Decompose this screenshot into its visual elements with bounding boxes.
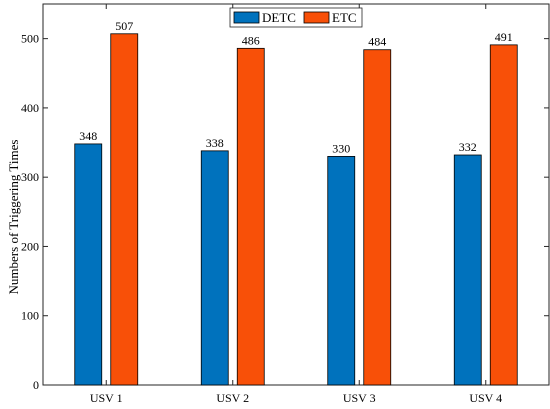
data-label: 332 <box>459 140 477 154</box>
y-axis-label: Numbers of Triggering Times <box>6 140 21 295</box>
y-tick-label: 0 <box>33 378 39 392</box>
x-tick-label: USV 1 <box>90 391 123 405</box>
data-label: 486 <box>242 33 260 47</box>
bar-etc-2 <box>236 47 265 386</box>
x-tick-label: USV 4 <box>469 391 502 405</box>
bar-etc-4 <box>489 44 518 386</box>
y-tick-label: 200 <box>21 239 39 253</box>
legend-label-etc: ETC <box>332 10 357 25</box>
axes: 0 100 200 300 400 500 USV 1 USV 2 USV 3 USV 4 <box>21 3 550 405</box>
x-tick-label: USV 2 <box>216 391 249 405</box>
legend-swatch-etc <box>303 11 330 24</box>
bar-etc-1 <box>110 33 139 386</box>
bar-detc-3 <box>327 155 356 386</box>
y-tick-label: 400 <box>21 101 39 115</box>
legend-label-detc: DETC <box>262 10 296 25</box>
y-tick-label: 300 <box>21 170 39 184</box>
legend-swatch-detc <box>233 11 260 24</box>
legend: DETC ETC <box>229 7 363 28</box>
data-label: 330 <box>332 141 350 155</box>
plot-frame <box>42 3 550 386</box>
bar-detc-2 <box>200 150 229 386</box>
data-labels: 348 507 338 486 330 484 332 491 <box>79 19 513 156</box>
data-label: 491 <box>495 30 513 44</box>
data-label: 348 <box>79 129 97 143</box>
bar-detc-4 <box>453 154 482 386</box>
bar-etc-3 <box>363 49 392 386</box>
data-label: 338 <box>206 136 224 150</box>
y-tick-label: 500 <box>21 32 39 46</box>
data-label: 484 <box>368 35 386 49</box>
bar-detc-1 <box>74 143 103 386</box>
y-tick-label: 100 <box>21 309 39 323</box>
data-label: 507 <box>115 19 133 33</box>
bars <box>74 33 518 386</box>
x-tick-label: USV 3 <box>343 391 376 405</box>
